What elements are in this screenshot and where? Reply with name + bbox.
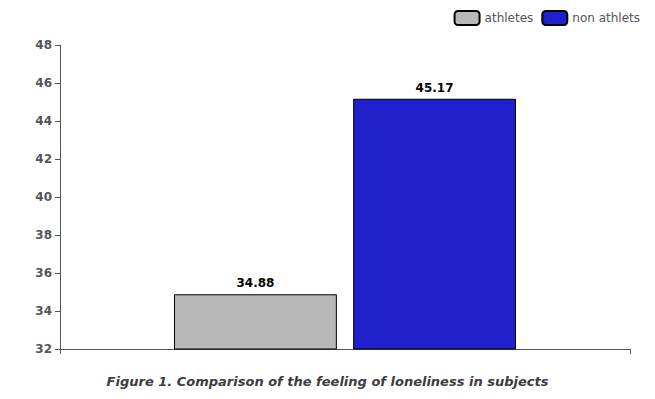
svg-text:40: 40: [35, 190, 52, 204]
svg-text:44: 44: [35, 114, 52, 128]
svg-text:48: 48: [35, 38, 52, 52]
svg-text:34: 34: [35, 304, 52, 318]
svg-text:athletes: athletes: [485, 11, 534, 25]
svg-text:46: 46: [35, 76, 52, 90]
svg-text:42: 42: [35, 152, 52, 166]
svg-text:38: 38: [35, 228, 52, 242]
svg-text:Figure 1. Comparison of the fe: Figure 1. Comparison of the feeling of l…: [107, 374, 549, 389]
svg-text:45.17: 45.17: [416, 81, 454, 95]
svg-text:36: 36: [35, 266, 52, 280]
svg-text:34.88: 34.88: [236, 276, 274, 290]
svg-text:non athlets: non athlets: [572, 11, 640, 25]
svg-text:32: 32: [35, 342, 52, 356]
